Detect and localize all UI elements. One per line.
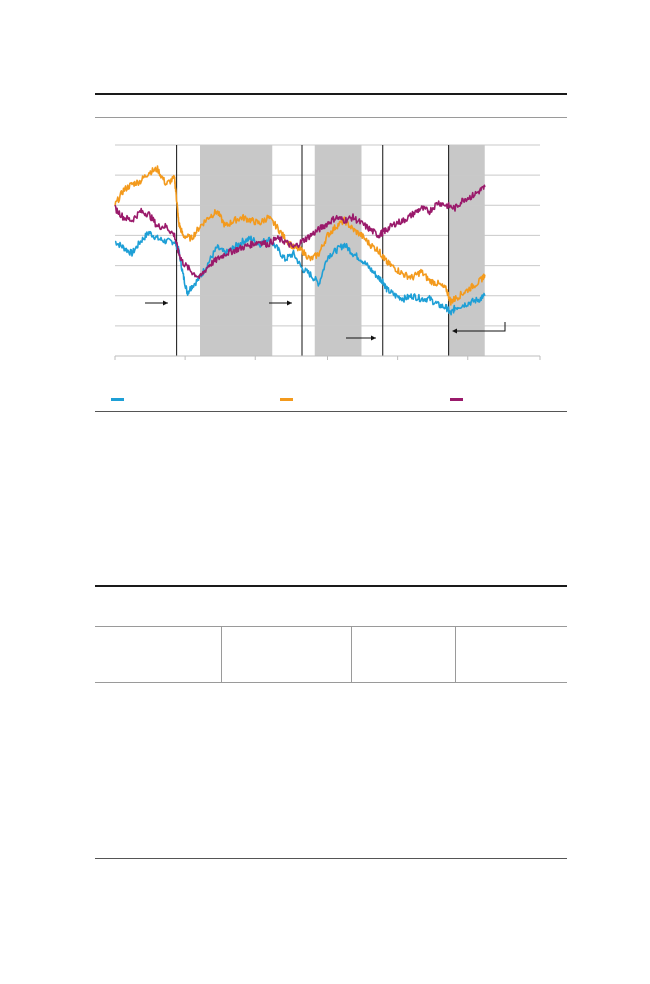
title-rule xyxy=(95,117,567,118)
shaded-period xyxy=(314,145,362,356)
x-axis xyxy=(114,355,541,360)
annotation-arrow-head xyxy=(163,300,168,306)
gridlines xyxy=(115,144,540,327)
table-column-divider xyxy=(455,626,456,682)
table-header-bottom-rule xyxy=(95,682,567,683)
table-top-rule xyxy=(95,585,567,587)
series-lines xyxy=(114,165,486,316)
top-rule xyxy=(95,93,567,95)
table-header-top-rule xyxy=(95,626,567,627)
annotation-bracket xyxy=(456,322,506,332)
legend-swatch-blue xyxy=(111,398,124,401)
annotation-arrow-head xyxy=(287,300,292,306)
series-line-3 xyxy=(114,184,486,280)
table-bottom-rule xyxy=(95,858,567,859)
legend-swatch-orange xyxy=(280,398,293,401)
chart-bottom-rule xyxy=(95,411,567,412)
table-column-divider xyxy=(351,626,352,682)
legend-swatch-purple xyxy=(450,398,463,401)
shaded-period xyxy=(448,145,485,356)
table-column-divider xyxy=(221,626,222,682)
series-line-2 xyxy=(114,165,486,306)
annotation-arrows xyxy=(145,300,506,341)
annotation-arrow-head xyxy=(371,335,376,341)
shaded-periods xyxy=(200,145,485,356)
annotation-bracket-head xyxy=(452,328,457,334)
